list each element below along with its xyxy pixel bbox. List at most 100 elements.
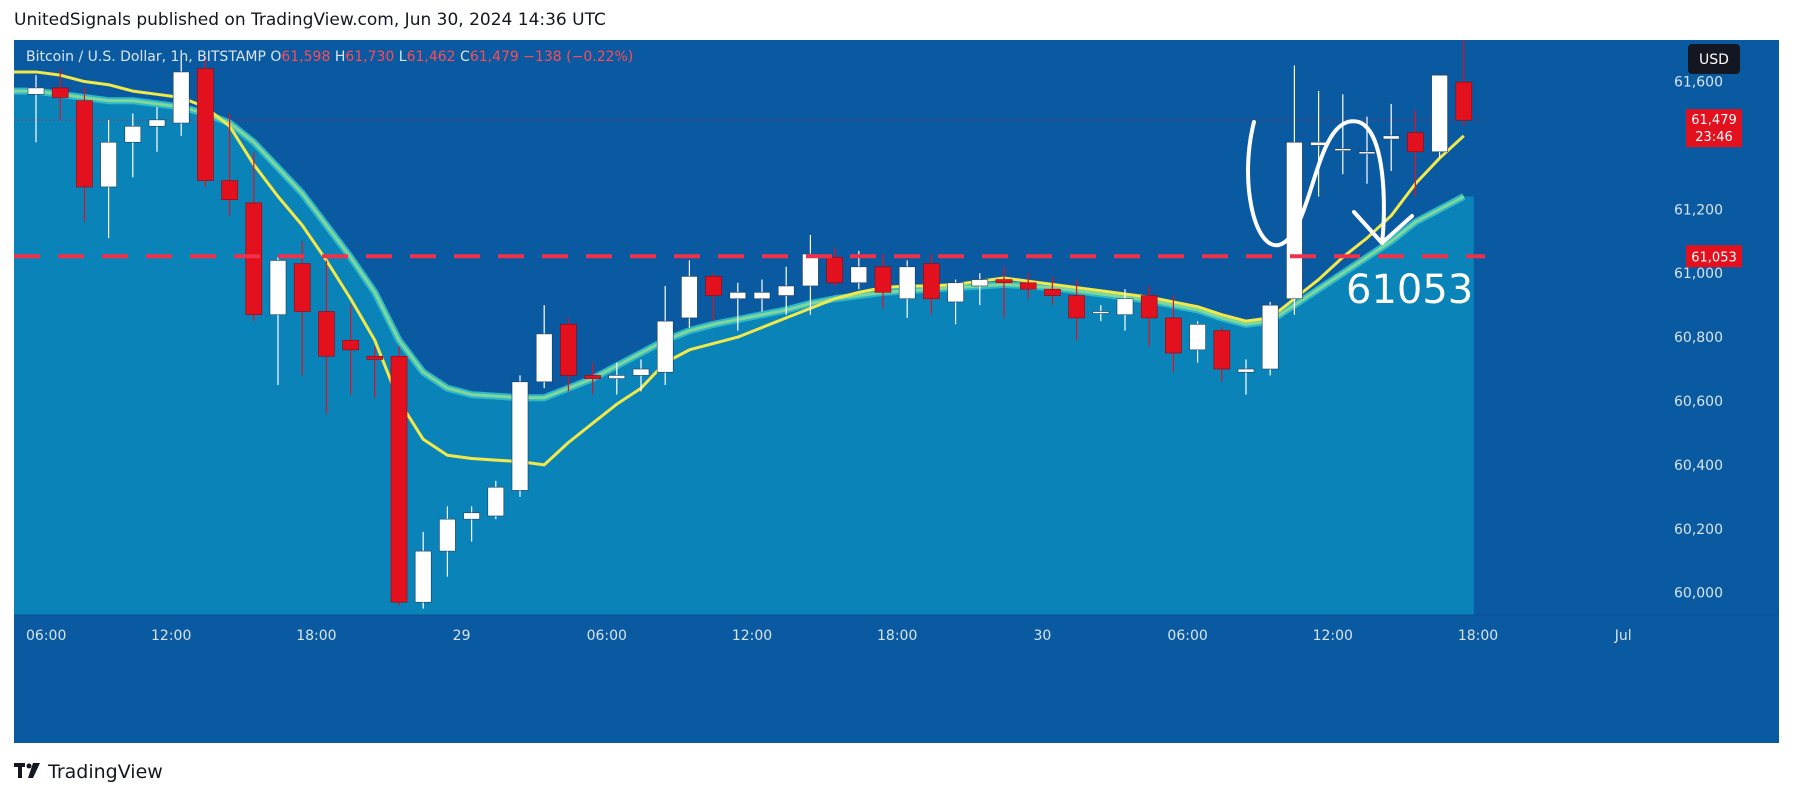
candle-body bbox=[511, 381, 529, 491]
candle bbox=[390, 346, 408, 606]
candle-body bbox=[1407, 132, 1424, 153]
candle-body bbox=[439, 518, 456, 552]
x-tick-label: 12:00 bbox=[1313, 628, 1353, 644]
candle-body bbox=[1310, 141, 1327, 146]
candle-body bbox=[802, 253, 819, 287]
bottom-strip bbox=[14, 615, 1779, 743]
candle-body bbox=[366, 355, 384, 360]
candle-body bbox=[971, 279, 989, 287]
ema-area-layer bbox=[14, 91, 1779, 743]
candle bbox=[221, 113, 238, 216]
candle-body bbox=[753, 292, 771, 300]
chart-svg[interactable]: 61053 61,600 61,200 61,000 60,800 60,600 60,4… bbox=[14, 40, 1779, 743]
candle bbox=[100, 119, 117, 239]
low-label: L bbox=[399, 49, 407, 65]
x-tick-label: 18:00 bbox=[1458, 628, 1498, 644]
forecast-curve bbox=[1246, 119, 1386, 248]
candle-body bbox=[1455, 81, 1473, 121]
candle bbox=[148, 107, 166, 152]
candle-body bbox=[1286, 141, 1303, 300]
candle-body bbox=[318, 311, 335, 357]
level-price-label: 61,053 bbox=[1691, 250, 1737, 265]
footer-brand[interactable]: TradingView bbox=[14, 760, 163, 784]
x-tick-label: 18:00 bbox=[877, 628, 917, 644]
candle bbox=[172, 55, 190, 136]
countdown-label: 23:46 bbox=[1695, 130, 1732, 145]
candle-body bbox=[1237, 368, 1255, 373]
candle-body bbox=[1382, 135, 1400, 140]
candle-body bbox=[390, 355, 408, 603]
y-tick-label: 60,000 bbox=[1674, 586, 1723, 602]
x-tick-label: 30 bbox=[1033, 628, 1051, 644]
candle bbox=[197, 55, 214, 187]
candle-body bbox=[1092, 311, 1110, 314]
candle-body bbox=[681, 276, 698, 319]
candle-body bbox=[1261, 304, 1279, 370]
candle-body bbox=[850, 266, 868, 284]
footer-brand-text: TradingView bbox=[48, 761, 163, 783]
y-tick-label: 60,600 bbox=[1674, 394, 1723, 410]
close-label: C bbox=[460, 49, 470, 65]
candle bbox=[27, 75, 45, 143]
candle bbox=[342, 305, 359, 395]
chart-frame: 61053 61,600 61,200 61,000 60,800 60,600 60,4… bbox=[14, 40, 1779, 743]
candle bbox=[1068, 279, 1085, 341]
candle bbox=[76, 87, 93, 223]
candle bbox=[1165, 295, 1182, 373]
candle bbox=[1455, 40, 1473, 126]
candle bbox=[1407, 110, 1424, 197]
candle-body bbox=[560, 324, 577, 376]
current-price-badge bbox=[1686, 109, 1742, 148]
candle-body bbox=[124, 125, 142, 143]
x-tick-label: 06:00 bbox=[587, 628, 627, 644]
candle-body bbox=[148, 119, 166, 127]
candle bbox=[1431, 74, 1448, 159]
candle-body bbox=[1068, 295, 1085, 319]
candle bbox=[802, 234, 819, 315]
candle bbox=[632, 359, 650, 392]
symbol-legend: Bitcoin / U.S. Dollar, 1h, BITSTAMP O61,… bbox=[26, 49, 633, 65]
tradingview-logo-icon bbox=[14, 760, 40, 784]
candle-body bbox=[1019, 282, 1037, 290]
candle-body bbox=[245, 202, 263, 316]
candle bbox=[535, 305, 553, 389]
y-tick-label: 61,200 bbox=[1674, 202, 1723, 218]
candle bbox=[560, 317, 577, 392]
x-tick-label: 12:00 bbox=[151, 628, 191, 644]
candle bbox=[923, 254, 940, 315]
candle-body bbox=[947, 282, 964, 303]
x-tick-label: Jul bbox=[1614, 628, 1632, 644]
currency-label: USD bbox=[1699, 52, 1729, 68]
open-label: O bbox=[270, 49, 281, 65]
candle bbox=[971, 273, 989, 306]
y-tick-label: 60,200 bbox=[1674, 522, 1723, 538]
candle bbox=[1334, 94, 1352, 175]
candle-body bbox=[777, 285, 795, 296]
candle bbox=[656, 285, 674, 385]
candle-body bbox=[705, 276, 722, 296]
candle bbox=[1213, 327, 1231, 382]
candle-body bbox=[342, 339, 359, 351]
candle-body bbox=[463, 512, 480, 520]
candle bbox=[584, 362, 601, 395]
candle bbox=[366, 346, 384, 398]
currency-badge bbox=[1688, 44, 1740, 74]
change-value: −138 (−0.22%) bbox=[523, 49, 633, 65]
candle-body bbox=[535, 333, 553, 383]
y-tick-label: 61,000 bbox=[1674, 266, 1723, 282]
candle-body bbox=[1213, 330, 1231, 370]
candle-body bbox=[1358, 151, 1376, 155]
candle bbox=[608, 362, 626, 395]
candle-body bbox=[1140, 295, 1158, 319]
candle-body bbox=[269, 260, 287, 316]
high-value: 61,730 bbox=[345, 49, 398, 65]
candle-body bbox=[656, 320, 674, 373]
candle-body bbox=[414, 550, 432, 603]
annotation-target-text: 61053 bbox=[1346, 267, 1473, 313]
candle bbox=[1237, 359, 1255, 395]
candle-body bbox=[1116, 298, 1134, 316]
candle bbox=[1044, 276, 1061, 306]
candle bbox=[1286, 65, 1303, 315]
candle bbox=[318, 260, 335, 414]
publish-caption: UnitedSignals published on TradingView.c… bbox=[14, 10, 606, 30]
